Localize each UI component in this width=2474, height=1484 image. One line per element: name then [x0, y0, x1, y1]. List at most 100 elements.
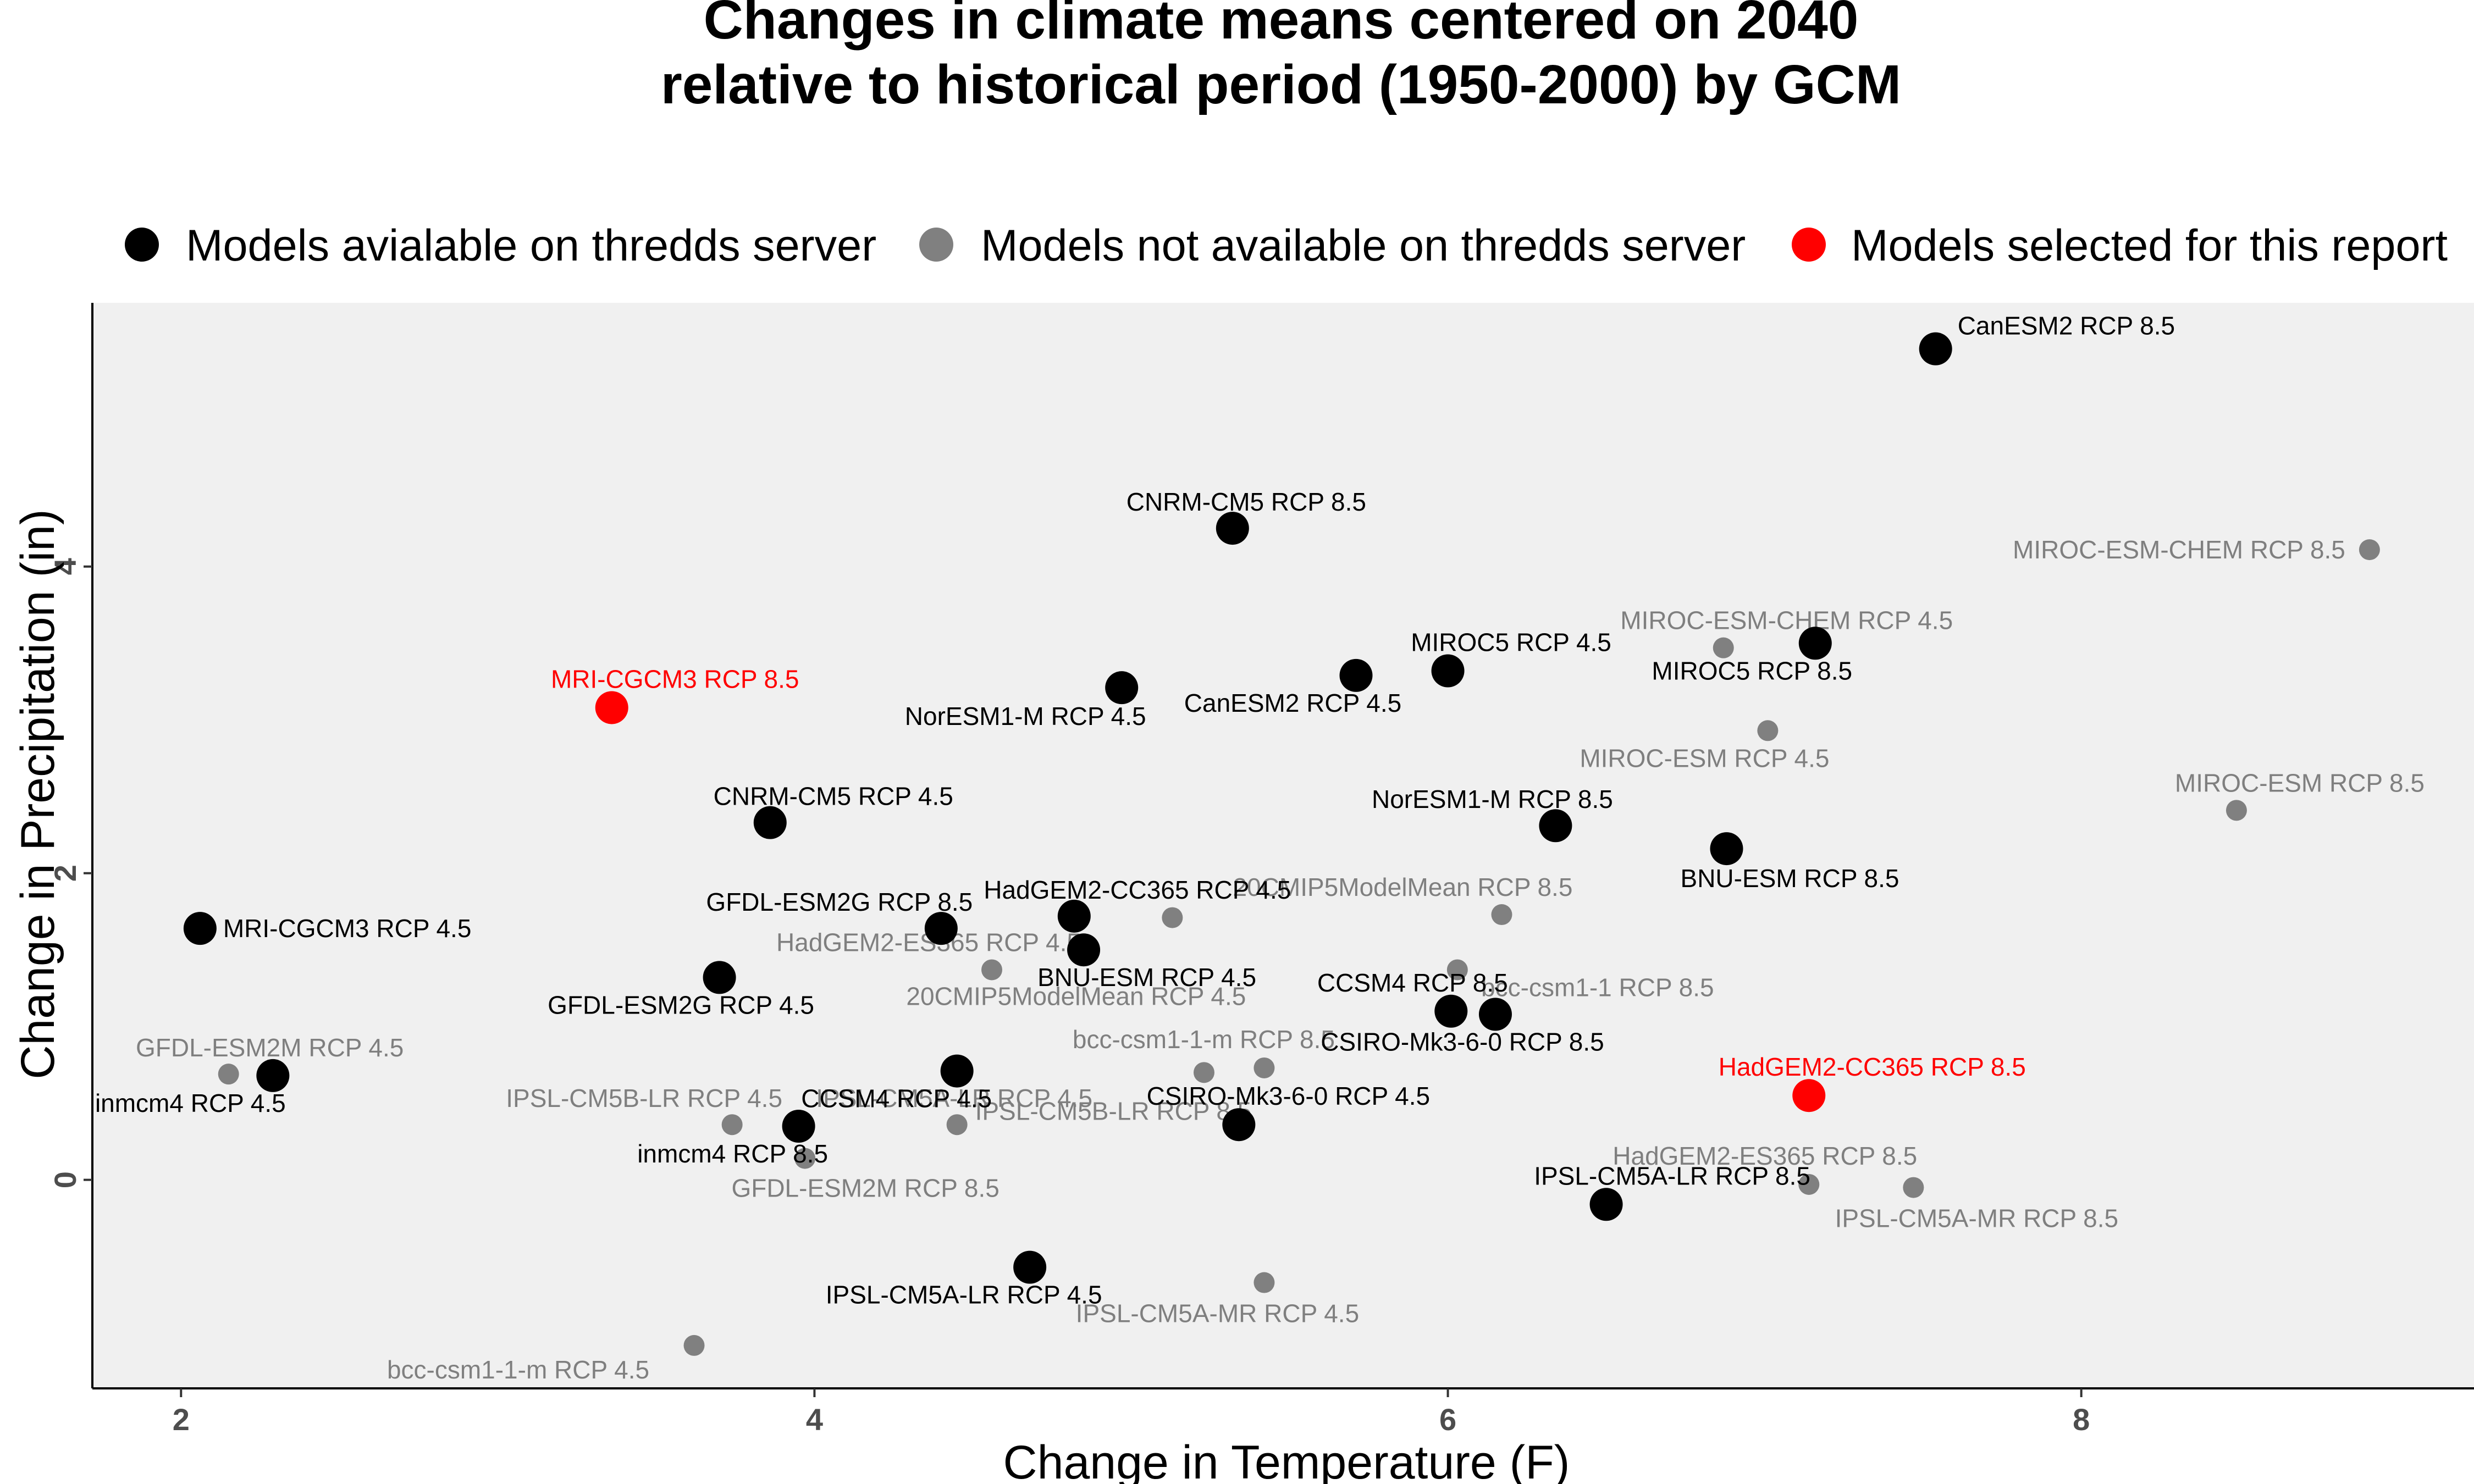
point-label-mri-cgcm3-rcp-8-5: MRI-CGCM3 RCP 8.5: [551, 665, 799, 693]
point-label-canesm2-rcp-8-5: CanESM2 RCP 8.5: [1958, 312, 2175, 340]
point-label-ipsl-cm5b-lr-rcp-4-5: IPSL-CM5B-LR RCP 4.5: [506, 1084, 782, 1112]
point-available-noresm1-m-rcp-8-5: [1539, 809, 1572, 843]
points-layer: MIROC-ESM-CHEM RCP 8.5 MIROC-ESM-CHEM RCP…: [95, 312, 2425, 1384]
point-label-ipsl-cm5a-lr-rcp-4-5: IPSL-CM5A-LR RCP 4.5: [826, 1281, 1102, 1309]
legend-marker-not_available: [919, 228, 953, 262]
point-label-bcc-csm1-1-rcp-8-5: bcc-csm1-1 RCP 8.5: [1481, 973, 1714, 1001]
point-label-miroc5-rcp-8-5: MIROC5 RCP 8.5: [1652, 656, 1852, 685]
point-label-miroc-esm-rcp-4-5: MIROC-ESM RCP 4.5: [1580, 744, 1829, 772]
point-available-hadgem2-cc365-rcp-4-5: [1057, 899, 1091, 933]
point-available-ipsl-cm5a-lr-rcp-8-5: [1589, 1188, 1623, 1221]
point-label-bcc-csm1-1-m-rcp-4-5: bcc-csm1-1-m RCP 4.5: [387, 1355, 649, 1384]
point-available-ccsm4-rcp-8-5: [1434, 994, 1468, 1028]
point-not-available-miroc-esm-chem-rcp-4-5: [1713, 637, 1734, 658]
point-label-bcc-csm1-1-m-rcp-8-5: bcc-csm1-1-m RCP 8.5: [1073, 1025, 1335, 1054]
legend-label-not_available: Models not available on thredds server: [981, 221, 1746, 270]
point-label-ipsl-cm5a-lr-rcp-4-5: IPSL-CM5A-LR RCP 4.5: [816, 1084, 1092, 1112]
point-label-hadgem2-cc365-rcp-8-5: HadGEM2-CC365 RCP 8.5: [1719, 1053, 2026, 1081]
point-label-csiro-mk3-6-0-rcp-8-5: CSIRO-Mk3-6-0 RCP 8.5: [1321, 1027, 1604, 1056]
point-label-miroc-esm-chem-rcp-8-5: MIROC-ESM-CHEM RCP 8.5: [2013, 535, 2345, 564]
x-tick-label: 4: [806, 1402, 823, 1437]
point-not-available-gfdl-esm2m-rcp-4-5: [218, 1064, 239, 1085]
plot-panel: [92, 303, 2474, 1388]
point-label-noresm1-m-rcp-8-5: NorESM1-M RCP 8.5: [1372, 785, 1613, 813]
point-label-20cmip5modelmean-rcp-4-5: 20CMIP5ModelMean RCP 4.5: [906, 982, 1246, 1011]
x-axis-title: Change in Temperature (F): [1003, 1436, 1570, 1484]
legend-label-available: Models avialable on thredds server: [186, 221, 876, 270]
point-label-noresm1-m-rcp-4-5: NorESM1-M RCP 4.5: [905, 702, 1146, 730]
point-available-miroc5-rcp-4-5: [1431, 654, 1465, 688]
y-tick-label: 4: [48, 558, 82, 575]
x-tick-label: 2: [173, 1402, 190, 1437]
chart-subtitle: relative to historical period (1950-2000…: [661, 54, 1901, 115]
point-label-ipsl-cm5a-mr-rcp-8-5: IPSL-CM5A-MR RCP 8.5: [1835, 1204, 2119, 1233]
point-available-ipsl-cm5a-lr-rcp-4-5: [1013, 1250, 1047, 1284]
y-axis-title: Change in Precipitation (in): [12, 509, 64, 1079]
point-available-miroc5-rcp-8-5: [1798, 627, 1832, 660]
point-not-available-hadgem2-es365-rcp-8-5: [1798, 1173, 1820, 1195]
point-not-available-ipsl-cm5a-lr-rcp-4-5: [946, 1114, 968, 1136]
point-label-ccsm4-rcp-8-5: CCSM4 RCP 8.5: [1317, 968, 1508, 997]
point-available-canesm2-rcp-4-5: [1339, 658, 1373, 692]
x-tick-label: 8: [2073, 1402, 2090, 1437]
point-available-gfdl-esm2g-rcp-4-5: [703, 961, 736, 994]
point-selected-mri-cgcm3-rcp-8-5: [595, 691, 628, 724]
point-label-gfdl-esm2g-rcp-4-5: GFDL-ESM2G RCP 4.5: [548, 990, 814, 1019]
point-available-inmcm4-rcp-4-5: [256, 1059, 290, 1092]
point-not-available-bcc-csm1-1-m-rcp-4-5: [683, 1335, 705, 1356]
legend-label-selected: Models selected for this report: [1851, 221, 2448, 270]
point-available-cnrm-cm5-rcp-8-5: [1216, 512, 1249, 545]
point-not-available-hadgem2-es365-rcp-4-5: [981, 959, 1003, 981]
point-available-bnu-esm-rcp-4-5: [1067, 933, 1101, 967]
point-label-gfdl-esm2m-rcp-8-5: GFDL-ESM2M RCP 8.5: [731, 1174, 999, 1203]
point-not-available-miroc-esm-rcp-4-5: [1757, 720, 1779, 741]
point-label-20cmip5modelmean-rcp-8-5: 20CMIP5ModelMean RCP 8.5: [1233, 873, 1573, 901]
point-label-gfdl-esm2m-rcp-4-5: GFDL-ESM2M RCP 4.5: [136, 1033, 404, 1062]
point-available-inmcm4-rcp-8-5: [782, 1109, 815, 1143]
point-not-available-bcc-csm1-1-rcp-8-5: [1446, 959, 1468, 981]
point-label-cnrm-cm5-rcp-4-5: CNRM-CM5 RCP 4.5: [714, 782, 953, 811]
point-label-hadgem2-cc365-rcp-4-5: HadGEM2-CC365 RCP 4.5: [984, 876, 1291, 904]
y-axis-ticks: 0 2 4: [48, 558, 92, 1188]
point-label-inmcm4-rcp-4-5: inmcm4 RCP 4.5: [95, 1089, 286, 1117]
point-label-ipsl-cm5b-lr-rcp-8-5: IPSL-CM5B-LR RCP 8.5: [975, 1097, 1252, 1125]
y-tick-label: 0: [48, 1171, 82, 1188]
y-tick-label: 2: [48, 865, 82, 882]
point-available-cnrm-cm5-rcp-4-5: [753, 806, 787, 839]
point-label-miroc-esm-rcp-8-5: MIROC-ESM RCP 8.5: [2175, 768, 2425, 797]
point-not-available-ipsl-cm5a-mr-rcp-8-5: [1903, 1177, 1924, 1198]
point-label-ipsl-cm5a-mr-rcp-4-5: IPSL-CM5A-MR RCP 4.5: [1076, 1299, 1360, 1328]
point-label-inmcm4-rcp-8-5: inmcm4 RCP 8.5: [637, 1139, 828, 1168]
point-not-available-ipsl-cm5b-lr-rcp-4-5: [721, 1114, 743, 1136]
legend-marker-selected: [1792, 228, 1826, 262]
point-available-csiro-mk3-6-0-rcp-8-5: [1478, 998, 1512, 1031]
point-not-available-bcc-csm1-1-m-rcp-8-5: [1253, 1057, 1275, 1078]
point-not-available-gfdl-esm2m-rcp-8-5: [794, 1148, 816, 1169]
point-available-bnu-esm-rcp-8-5: [1710, 832, 1743, 866]
point-not-available-miroc-esm-chem-rcp-8-5: [2359, 539, 2380, 561]
point-label-miroc5-rcp-4-5: MIROC5 RCP 4.5: [1411, 628, 1611, 656]
point-available-csiro-mk3-6-0-rcp-4-5: [1222, 1108, 1256, 1142]
chart-title: Changes in climate means centered on 204…: [704, 0, 1859, 51]
point-label-cnrm-cm5-rcp-8-5: CNRM-CM5 RCP 8.5: [1126, 488, 1366, 516]
point-label-hadgem2-es365-rcp-8-5: HadGEM2-ES365 RCP 8.5: [1612, 1142, 1917, 1170]
point-available-ccsm4-rcp-4-5: [940, 1054, 974, 1088]
point-not-available-20cmip5modelmean-rcp-8-5: [1491, 904, 1512, 926]
x-axis-ticks: 2 4 6 8: [173, 1388, 2090, 1437]
legend: Models avialable on thredds server Models…: [125, 221, 2448, 270]
point-label-gfdl-esm2g-rcp-8-5: GFDL-ESM2G RCP 8.5: [706, 888, 973, 916]
point-label-csiro-mk3-6-0-rcp-4-5: CSIRO-Mk3-6-0 RCP 4.5: [1147, 1082, 1431, 1110]
point-selected-hadgem2-cc365-rcp-8-5: [1792, 1079, 1826, 1112]
point-label-mri-cgcm3-rcp-4-5: MRI-CGCM3 RCP 4.5: [223, 914, 472, 943]
point-not-available-ipsl-cm5a-mr-rcp-4-5: [1253, 1272, 1275, 1293]
point-label-miroc-esm-chem-rcp-4-5: MIROC-ESM-CHEM RCP 4.5: [1620, 606, 1953, 635]
point-label-bnu-esm-rcp-4-5: BNU-ESM RCP 4.5: [1037, 963, 1256, 992]
point-available-noresm1-m-rcp-4-5: [1105, 671, 1139, 705]
point-label-ccsm4-rcp-4-5: CCSM4 RCP 4.5: [801, 1084, 992, 1113]
x-tick-label: 6: [1439, 1402, 1456, 1437]
point-label-canesm2-rcp-4-5: CanESM2 RCP 4.5: [1184, 689, 1401, 717]
point-available-gfdl-esm2g-rcp-8-5: [924, 912, 958, 945]
point-label-ipsl-cm5a-lr-rcp-8-5: IPSL-CM5A-LR RCP 8.5: [1534, 1161, 1810, 1190]
